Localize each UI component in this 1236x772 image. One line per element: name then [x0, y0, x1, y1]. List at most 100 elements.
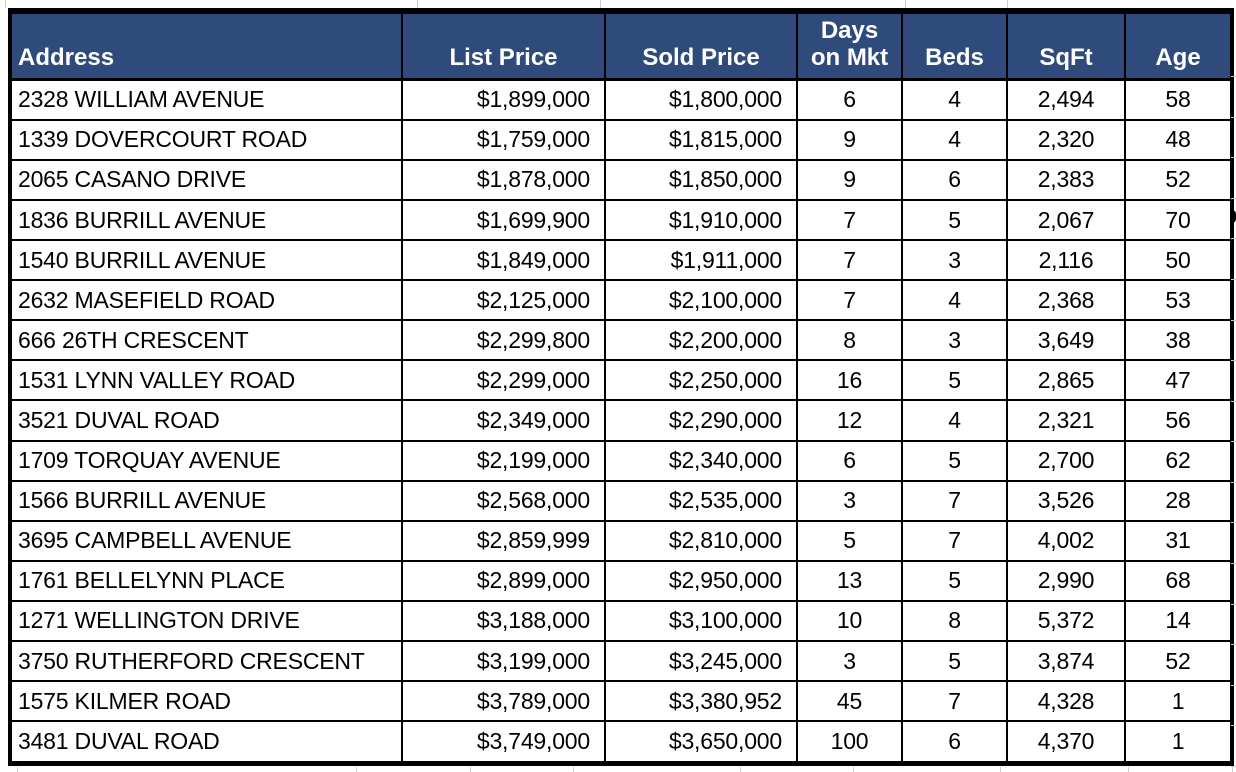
- cell-sold-price[interactable]: $2,200,000: [604, 319, 798, 362]
- cell-sqft[interactable]: 2,700: [1006, 439, 1126, 482]
- cell-sold-price[interactable]: $2,100,000: [604, 279, 798, 322]
- cell-age[interactable]: 53: [1124, 279, 1233, 322]
- cell-sold-price[interactable]: $3,650,000: [604, 720, 798, 765]
- cell-days-on-mkt[interactable]: 3: [796, 639, 903, 683]
- cell-list-price[interactable]: $2,568,000: [401, 479, 606, 522]
- cell-age[interactable]: 31: [1124, 519, 1233, 562]
- cell-sold-price[interactable]: $2,810,000: [604, 519, 798, 562]
- cell-beds[interactable]: 4: [901, 279, 1008, 322]
- cell-address[interactable]: 1540 BURRILL AVENUE: [9, 239, 403, 282]
- cell-age[interactable]: 14: [1124, 599, 1233, 643]
- cell-sold-price[interactable]: $3,380,952: [604, 680, 798, 723]
- cell-beds[interactable]: 7: [901, 479, 1008, 522]
- cell-sqft[interactable]: 4,002: [1006, 519, 1126, 562]
- header-cell-sold-price[interactable]: Sold Price: [604, 10, 798, 81]
- cell-age[interactable]: 48: [1124, 118, 1233, 161]
- cell-beds[interactable]: 5: [901, 439, 1008, 482]
- header-cell-sqft[interactable]: SqFt: [1006, 10, 1126, 81]
- cell-age[interactable]: 38: [1124, 319, 1233, 362]
- header-cell-beds[interactable]: Beds: [901, 10, 1008, 81]
- cell-age[interactable]: 1: [1124, 720, 1233, 765]
- cell-list-price[interactable]: $3,749,000: [401, 720, 606, 765]
- cell-sold-price[interactable]: $3,100,000: [604, 599, 798, 643]
- cell-address[interactable]: 1339 DOVERCOURT ROAD: [9, 118, 403, 161]
- cell-list-price[interactable]: $1,699,900: [401, 198, 606, 242]
- cell-days-on-mkt[interactable]: 16: [796, 359, 903, 402]
- cell-sqft[interactable]: 2,368: [1006, 279, 1126, 322]
- cell-sqft[interactable]: 4,328: [1006, 680, 1126, 723]
- cell-sold-price[interactable]: $1,910,000: [604, 198, 798, 242]
- cell-sqft[interactable]: 2,865: [1006, 359, 1126, 402]
- cell-address[interactable]: 1709 TORQUAY AVENUE: [9, 439, 403, 482]
- cell-address[interactable]: 1271 WELLINGTON DRIVE: [9, 599, 403, 643]
- cell-list-price[interactable]: $3,188,000: [401, 599, 606, 643]
- cell-days-on-mkt[interactable]: 3: [796, 479, 903, 522]
- cell-sold-price[interactable]: $2,250,000: [604, 359, 798, 402]
- cell-address[interactable]: 1836 BURRILL AVENUE: [9, 198, 403, 242]
- cell-sqft[interactable]: 2,067: [1006, 198, 1126, 242]
- cell-address[interactable]: 1575 KILMER ROAD: [9, 680, 403, 723]
- cell-sold-price[interactable]: $1,800,000: [604, 78, 798, 121]
- cell-sold-price[interactable]: $2,290,000: [604, 399, 798, 442]
- cell-days-on-mkt[interactable]: 13: [796, 559, 903, 602]
- cell-address[interactable]: 3481 DUVAL ROAD: [9, 720, 403, 765]
- cell-age[interactable]: 28: [1124, 479, 1233, 522]
- cell-list-price[interactable]: $1,849,000: [401, 239, 606, 282]
- cell-address[interactable]: 2065 CASANO DRIVE: [9, 158, 403, 201]
- cell-list-price[interactable]: $2,199,000: [401, 439, 606, 482]
- cell-days-on-mkt[interactable]: 7: [796, 198, 903, 242]
- cell-days-on-mkt[interactable]: 5: [796, 519, 903, 562]
- cell-age[interactable]: 62: [1124, 439, 1233, 482]
- cell-beds[interactable]: 6: [901, 720, 1008, 765]
- cell-days-on-mkt[interactable]: 6: [796, 439, 903, 482]
- cell-days-on-mkt[interactable]: 9: [796, 158, 903, 201]
- cell-list-price[interactable]: $1,878,000: [401, 158, 606, 201]
- cell-address[interactable]: 666 26TH CRESCENT: [9, 319, 403, 362]
- cell-beds[interactable]: 7: [901, 519, 1008, 562]
- cell-list-price[interactable]: $1,759,000: [401, 118, 606, 161]
- cell-address[interactable]: 1531 LYNN VALLEY ROAD: [9, 359, 403, 402]
- cell-address[interactable]: 1566 BURRILL AVENUE: [9, 479, 403, 522]
- cell-beds[interactable]: 5: [901, 559, 1008, 602]
- cell-sqft[interactable]: 4,370: [1006, 720, 1126, 765]
- cell-beds[interactable]: 4: [901, 399, 1008, 442]
- cell-sold-price[interactable]: $1,815,000: [604, 118, 798, 161]
- cell-days-on-mkt[interactable]: 12: [796, 399, 903, 442]
- cell-days-on-mkt[interactable]: 100: [796, 720, 903, 765]
- cell-beds[interactable]: 4: [901, 118, 1008, 161]
- cell-beds[interactable]: 8: [901, 599, 1008, 643]
- cell-age[interactable]: 1: [1124, 680, 1233, 723]
- cell-list-price[interactable]: $2,349,000: [401, 399, 606, 442]
- cell-beds[interactable]: 3: [901, 239, 1008, 282]
- cell-sqft[interactable]: 2,494: [1006, 78, 1126, 121]
- cell-age[interactable]: 52: [1124, 639, 1233, 683]
- cell-age[interactable]: 58: [1124, 78, 1233, 121]
- cell-sold-price[interactable]: $2,535,000: [604, 479, 798, 522]
- cell-days-on-mkt[interactable]: 45: [796, 680, 903, 723]
- cell-list-price[interactable]: $2,125,000: [401, 279, 606, 322]
- cell-sold-price[interactable]: $1,850,000: [604, 158, 798, 201]
- cell-days-on-mkt[interactable]: 7: [796, 239, 903, 282]
- cell-list-price[interactable]: $2,899,000: [401, 559, 606, 602]
- cell-list-price[interactable]: $2,299,000: [401, 359, 606, 402]
- cell-sqft[interactable]: 2,990: [1006, 559, 1126, 602]
- cell-beds[interactable]: 4: [901, 78, 1008, 121]
- cell-list-price[interactable]: $2,859,999: [401, 519, 606, 562]
- cell-beds[interactable]: 6: [901, 158, 1008, 201]
- cell-address[interactable]: 3750 RUTHERFORD CRESCENT: [9, 639, 403, 683]
- cell-age[interactable]: 70: [1124, 198, 1233, 242]
- cell-list-price[interactable]: $3,789,000: [401, 680, 606, 723]
- cell-days-on-mkt[interactable]: 10: [796, 599, 903, 643]
- cell-sold-price[interactable]: $2,950,000: [604, 559, 798, 602]
- cell-days-on-mkt[interactable]: 8: [796, 319, 903, 362]
- cell-age[interactable]: 68: [1124, 559, 1233, 602]
- cell-beds[interactable]: 3: [901, 319, 1008, 362]
- cell-list-price[interactable]: $1,899,000: [401, 78, 606, 121]
- cell-sqft[interactable]: 5,372: [1006, 599, 1126, 643]
- cell-beds[interactable]: 5: [901, 359, 1008, 402]
- cell-sold-price[interactable]: $1,911,000: [604, 239, 798, 282]
- cell-address[interactable]: 3521 DUVAL ROAD: [9, 399, 403, 442]
- cell-sqft[interactable]: 2,320: [1006, 118, 1126, 161]
- cell-beds[interactable]: 5: [901, 639, 1008, 683]
- cell-sqft[interactable]: 2,116: [1006, 239, 1126, 282]
